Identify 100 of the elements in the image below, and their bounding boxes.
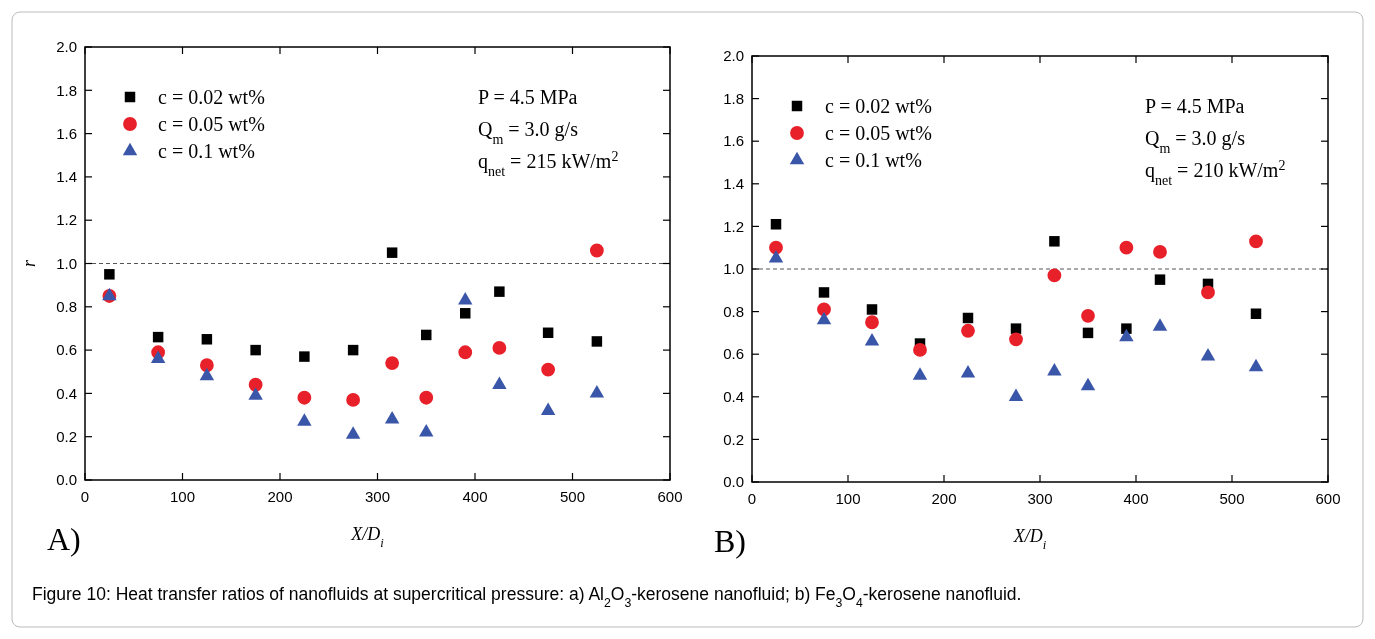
point — [1010, 323, 1022, 334]
point — [1201, 285, 1215, 300]
x-tick-label: 600 — [657, 488, 683, 505]
point — [818, 287, 830, 298]
point — [152, 331, 164, 343]
point — [346, 393, 361, 407]
point — [591, 336, 603, 347]
y-tick-label: 0.0 — [56, 471, 77, 489]
text: Figure 10: Heat transfer ratios of nanofluids at supercritical pressure: a) Al$_{2}$O$_{3}$-kerosene nanofluid; b) Fe$_{3}$O$_{4}$-kerosene nanofluid. — [32, 584, 1022, 610]
point — [1047, 268, 1062, 283]
point — [460, 308, 471, 319]
y-tick-label: 2.0 — [723, 47, 744, 65]
point — [1119, 240, 1134, 255]
point — [962, 312, 974, 324]
point — [1049, 236, 1060, 247]
legend-label: c = 0.1 wt% — [158, 140, 255, 162]
point — [865, 315, 879, 330]
x-tick-label: 400 — [1123, 490, 1149, 507]
y-tick-label: 1.2 — [56, 211, 77, 229]
point — [297, 390, 312, 405]
legend-label: c = 0.02 wt% — [158, 86, 265, 108]
y-tick-label: 0.8 — [723, 302, 744, 320]
legend-label: c = 0.05 wt% — [825, 122, 932, 144]
point — [1047, 362, 1062, 376]
point — [816, 311, 832, 325]
point — [199, 367, 215, 381]
point — [913, 343, 927, 357]
point — [248, 377, 263, 392]
point — [1081, 308, 1095, 323]
y-tick-label: 1.4 — [56, 168, 77, 186]
point — [1008, 388, 1024, 401]
y-tick-label: 0.2 — [723, 430, 744, 448]
point — [864, 333, 880, 346]
point — [248, 387, 263, 400]
point — [419, 424, 434, 437]
y-tick-label: 0.8 — [56, 298, 77, 316]
x-tick-label: 200 — [931, 490, 957, 507]
point — [201, 334, 213, 345]
point — [540, 402, 556, 415]
legend-label: c = 0.1 wt% — [825, 149, 922, 171]
point — [770, 219, 782, 230]
point — [1250, 308, 1262, 319]
x-tick-label: 300 — [1027, 490, 1053, 507]
y-tick-label: 1.4 — [723, 175, 744, 193]
x-axis-title: X/D$_{i}$ — [1012, 526, 1047, 552]
point — [385, 356, 400, 370]
annotation: q$_{net}$ = 215 kW/m$^{2}$ — [478, 148, 619, 179]
text: B) — [714, 523, 746, 559]
y-tick-label: 0.6 — [56, 341, 77, 359]
x-tick-label: 0 — [747, 490, 757, 507]
point — [589, 243, 604, 258]
y-tick-label: 1.8 — [723, 89, 744, 107]
point — [150, 350, 166, 363]
point — [817, 302, 831, 317]
annotation: Q$_{m}$ = 3.0 g/s — [1145, 127, 1246, 156]
x-tick-label: 500 — [1219, 490, 1245, 507]
x-tick-label: 0 — [80, 488, 90, 505]
point — [768, 250, 784, 263]
y-tick-label: 1.6 — [723, 132, 744, 150]
point — [421, 329, 432, 341]
y-tick-label: 2.0 — [56, 38, 77, 56]
point — [419, 390, 434, 405]
y-tick-label: 1.0 — [56, 254, 77, 272]
annotation: q$_{net}$ = 210 kW/m$^{2}$ — [1145, 157, 1286, 188]
point — [769, 240, 783, 255]
x-tick-label: 100 — [835, 490, 861, 507]
point — [1009, 332, 1023, 347]
point — [1080, 377, 1096, 391]
point — [1152, 318, 1168, 331]
point — [384, 411, 400, 424]
point — [250, 344, 261, 356]
point — [960, 365, 976, 378]
point — [299, 351, 310, 362]
y-tick-label: 1.6 — [56, 124, 77, 142]
x-tick-label: 400 — [462, 488, 488, 505]
point — [104, 269, 115, 280]
y-tick-label: 1.0 — [723, 260, 744, 278]
y-tick-label: 0.6 — [723, 345, 744, 363]
annotation: P = 4.5 MPa — [1145, 95, 1245, 117]
point — [912, 367, 928, 380]
point — [345, 426, 361, 439]
legend-label: c = 0.05 wt% — [158, 113, 265, 135]
text: A) — [47, 521, 81, 557]
point — [1153, 245, 1167, 259]
annotation: P = 4.5 MPa — [478, 86, 578, 108]
point — [199, 358, 214, 373]
point — [1249, 234, 1263, 249]
point — [1200, 348, 1216, 361]
point — [1119, 328, 1134, 342]
point — [494, 286, 505, 297]
point — [1154, 274, 1166, 285]
x-tick-label: 100 — [169, 488, 196, 505]
point — [492, 341, 507, 355]
annotation: Q$_{m}$ = 3.0 g/s — [478, 118, 579, 147]
x-tick-label: 600 — [1315, 490, 1341, 507]
point — [492, 376, 507, 389]
x-tick-label: 500 — [559, 488, 586, 505]
point — [589, 385, 605, 398]
x-tick-label: 300 — [364, 488, 391, 505]
point — [347, 344, 359, 356]
